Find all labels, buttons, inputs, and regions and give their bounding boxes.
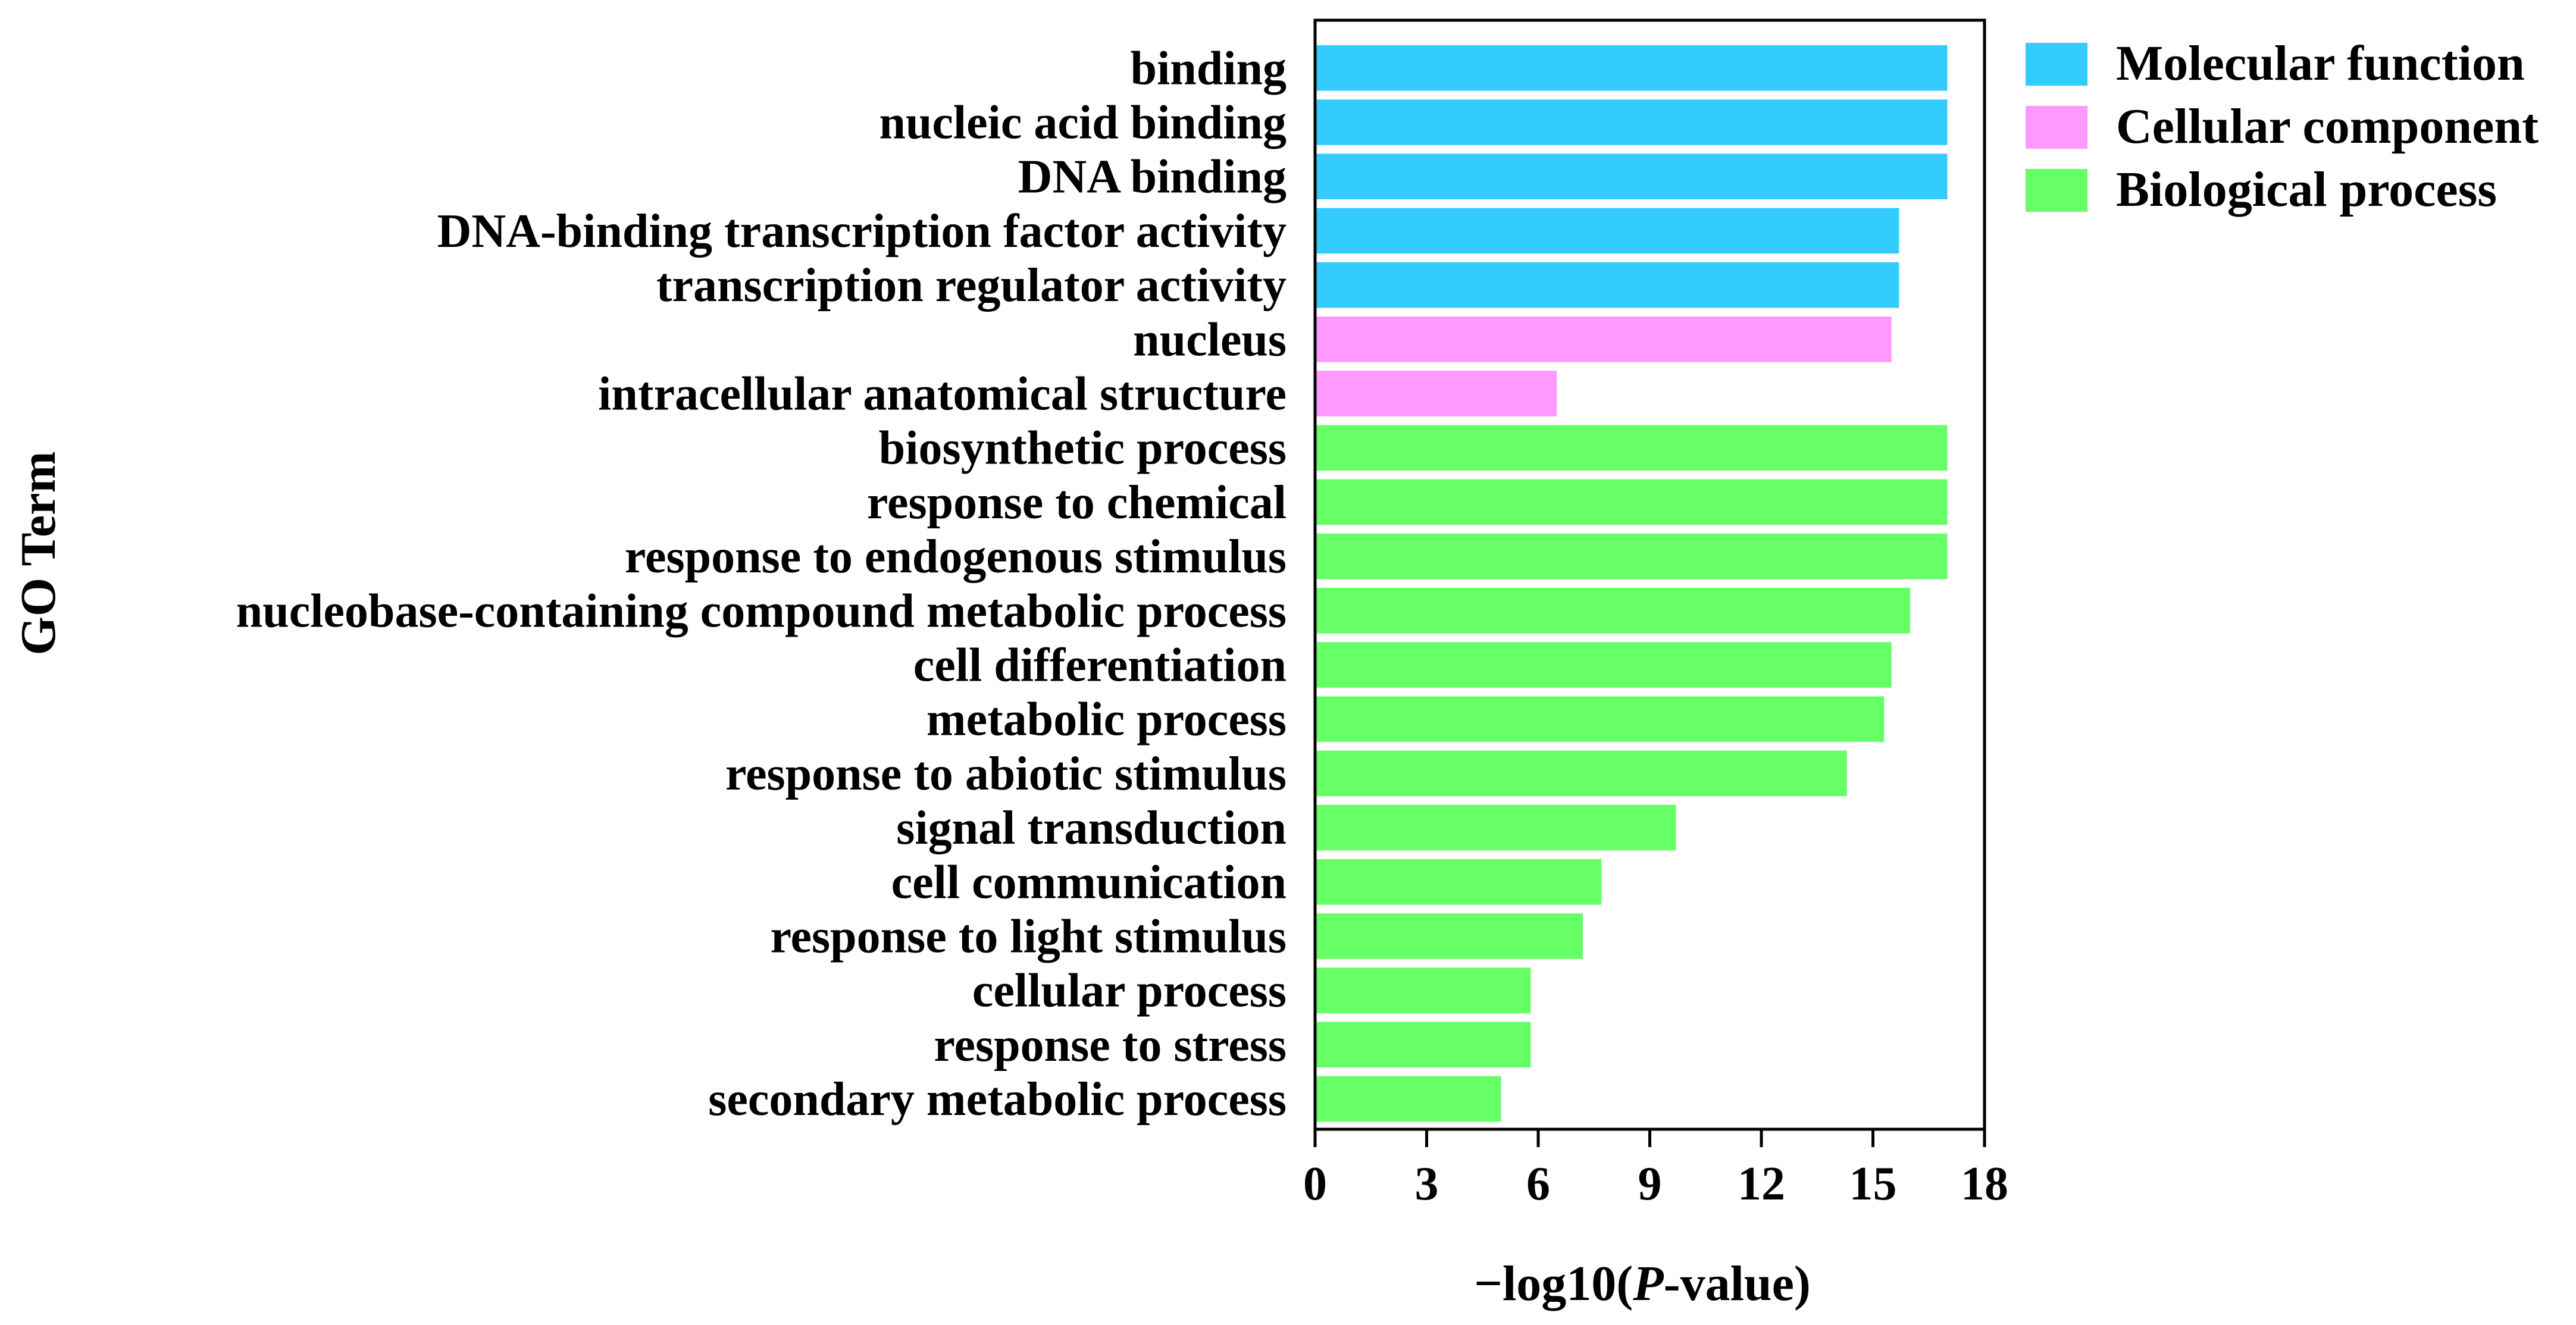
term-label: biosynthetic process [879, 422, 1287, 475]
term-label: secondary metabolic process [708, 1073, 1287, 1126]
term-label: metabolic process [927, 694, 1287, 746]
x-axis-title: −log10(P-value) [1474, 1256, 1811, 1311]
legend-swatch [2026, 169, 2087, 212]
bar-7 [1315, 371, 1557, 416]
x-tick-label: 9 [1638, 1158, 1662, 1210]
bar-5 [1315, 262, 1899, 308]
term-label: transcription regulator activity [656, 259, 1287, 312]
bar-9 [1315, 479, 1948, 525]
bar-1 [1315, 45, 1948, 91]
term-label: binding [1131, 42, 1287, 95]
term-label: nucleobase-containing compound metabolic… [236, 585, 1287, 637]
bar-14 [1315, 750, 1847, 797]
x-tick-label: 12 [1738, 1158, 1785, 1210]
term-label: nucleic acid binding [879, 97, 1287, 149]
y-axis-title: GO Term [11, 451, 66, 655]
x-tick-label: 0 [1303, 1158, 1327, 1210]
bar-2 [1315, 99, 1948, 145]
bars-layer [1315, 45, 1948, 1122]
bar-13 [1315, 696, 1885, 743]
term-label: response to endogenous stimulus [625, 531, 1287, 583]
bar-8 [1315, 425, 1948, 471]
term-label: intracellular anatomical structure [598, 368, 1287, 421]
term-label: cell differentiation [913, 640, 1287, 692]
bar-10 [1315, 533, 1948, 580]
bar-4 [1315, 208, 1899, 254]
bar-12 [1315, 642, 1892, 688]
bar-6 [1315, 317, 1892, 362]
x-tick-label: 6 [1526, 1158, 1550, 1210]
bar-11 [1315, 588, 1910, 634]
legend-swatch [2026, 106, 2087, 149]
bar-17 [1315, 913, 1583, 959]
legend-label: Biological process [2116, 162, 2497, 217]
term-label: nucleus [1133, 314, 1287, 366]
legend: Molecular function Cellular component Biol… [2026, 36, 2539, 217]
x-tick-label: 3 [1415, 1158, 1439, 1210]
bar-19 [1315, 1022, 1531, 1068]
bar-3 [1315, 154, 1948, 200]
term-label: DNA-binding transcription factor activit… [437, 205, 1287, 258]
bar-18 [1315, 967, 1531, 1014]
term-label: cellular process [972, 965, 1287, 1017]
legend-swatch [2026, 43, 2087, 86]
x-tick-label: 15 [1849, 1158, 1897, 1210]
legend-label: Cellular component [2116, 99, 2539, 154]
term-label: cell communication [891, 856, 1287, 909]
bar-20 [1315, 1076, 1501, 1122]
x-ticks: 0 3 6 9 12 15 18 [1303, 1129, 2008, 1210]
term-label: DNA binding [1018, 151, 1287, 203]
term-label: signal transduction [896, 802, 1287, 854]
term-label: response to stress [934, 1019, 1287, 1072]
x-tick-label: 18 [1961, 1158, 2008, 1210]
bar-15 [1315, 804, 1676, 851]
bar-16 [1315, 859, 1602, 905]
term-label: response to chemical [867, 477, 1287, 529]
term-label: response to abiotic stimulus [725, 748, 1287, 800]
legend-label: Molecular function [2116, 36, 2525, 91]
term-label: response to light stimulus [770, 911, 1287, 963]
